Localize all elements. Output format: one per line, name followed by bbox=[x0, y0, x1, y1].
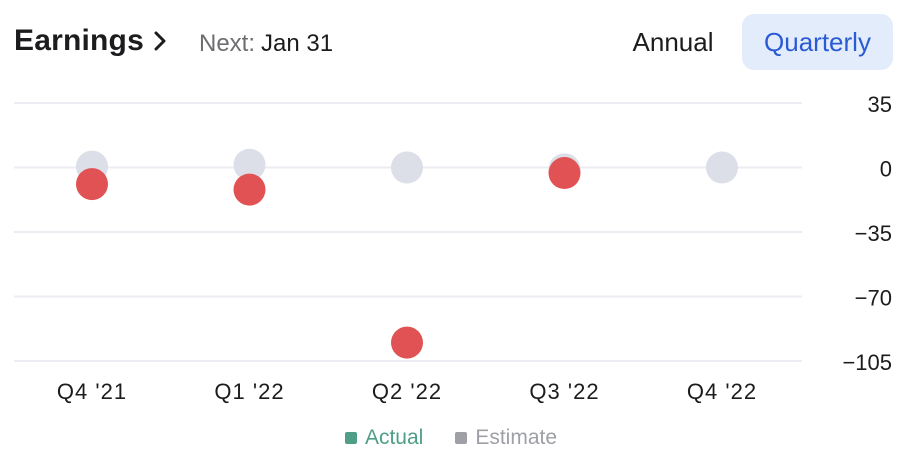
next-date-value: Jan 31 bbox=[261, 30, 334, 57]
chart-legend: Actual Estimate bbox=[0, 426, 902, 450]
y-tick-label: −70 bbox=[855, 286, 892, 311]
y-tick-label: −105 bbox=[842, 350, 892, 375]
actual-point[interactable] bbox=[233, 173, 266, 206]
legend-item-estimate[interactable]: Estimate bbox=[455, 426, 557, 450]
legend-swatch-estimate bbox=[455, 432, 468, 444]
legend-item-actual[interactable]: Actual bbox=[344, 426, 424, 450]
x-tick-label: Q3 '22 bbox=[529, 379, 599, 404]
actual-point[interactable] bbox=[76, 168, 108, 201]
legend-label-estimate: Estimate bbox=[475, 426, 558, 449]
actual-point[interactable] bbox=[391, 326, 423, 359]
next-earnings-date: Next: Jan 31 bbox=[199, 30, 333, 58]
chevron-right-icon bbox=[154, 31, 166, 51]
estimate-point[interactable] bbox=[391, 151, 423, 184]
estimate-point[interactable] bbox=[706, 151, 738, 184]
x-tick-label: Q4 '21 bbox=[57, 379, 127, 404]
y-tick-label: −35 bbox=[855, 221, 892, 246]
page-title: Earnings bbox=[14, 24, 144, 57]
earnings-title-link[interactable]: Earnings bbox=[14, 24, 166, 58]
y-tick-label: 35 bbox=[868, 92, 892, 117]
next-label: Next: bbox=[199, 30, 256, 57]
annual-toggle-button[interactable]: Annual bbox=[632, 26, 714, 57]
estimate-point[interactable] bbox=[233, 148, 266, 181]
earnings-chart: 35 0 −35 −70 −105 Q4 '21 Q1 '22 Q2 '22 Q3 '22 Q4 … bbox=[14, 92, 892, 404]
x-tick-label: Q1 '22 bbox=[214, 379, 284, 404]
actual-point[interactable] bbox=[548, 157, 581, 190]
y-tick-label: 0 bbox=[880, 157, 892, 182]
x-tick-label: Q2 '22 bbox=[372, 379, 442, 404]
legend-label-actual: Actual bbox=[364, 426, 424, 449]
earnings-header: Earnings Next: Jan 31 Annual Quarterly bbox=[0, 0, 902, 84]
legend-swatch-actual bbox=[344, 432, 357, 444]
x-tick-label: Q4 '22 bbox=[687, 379, 757, 404]
quarterly-toggle-button[interactable]: Quarterly bbox=[742, 14, 893, 70]
